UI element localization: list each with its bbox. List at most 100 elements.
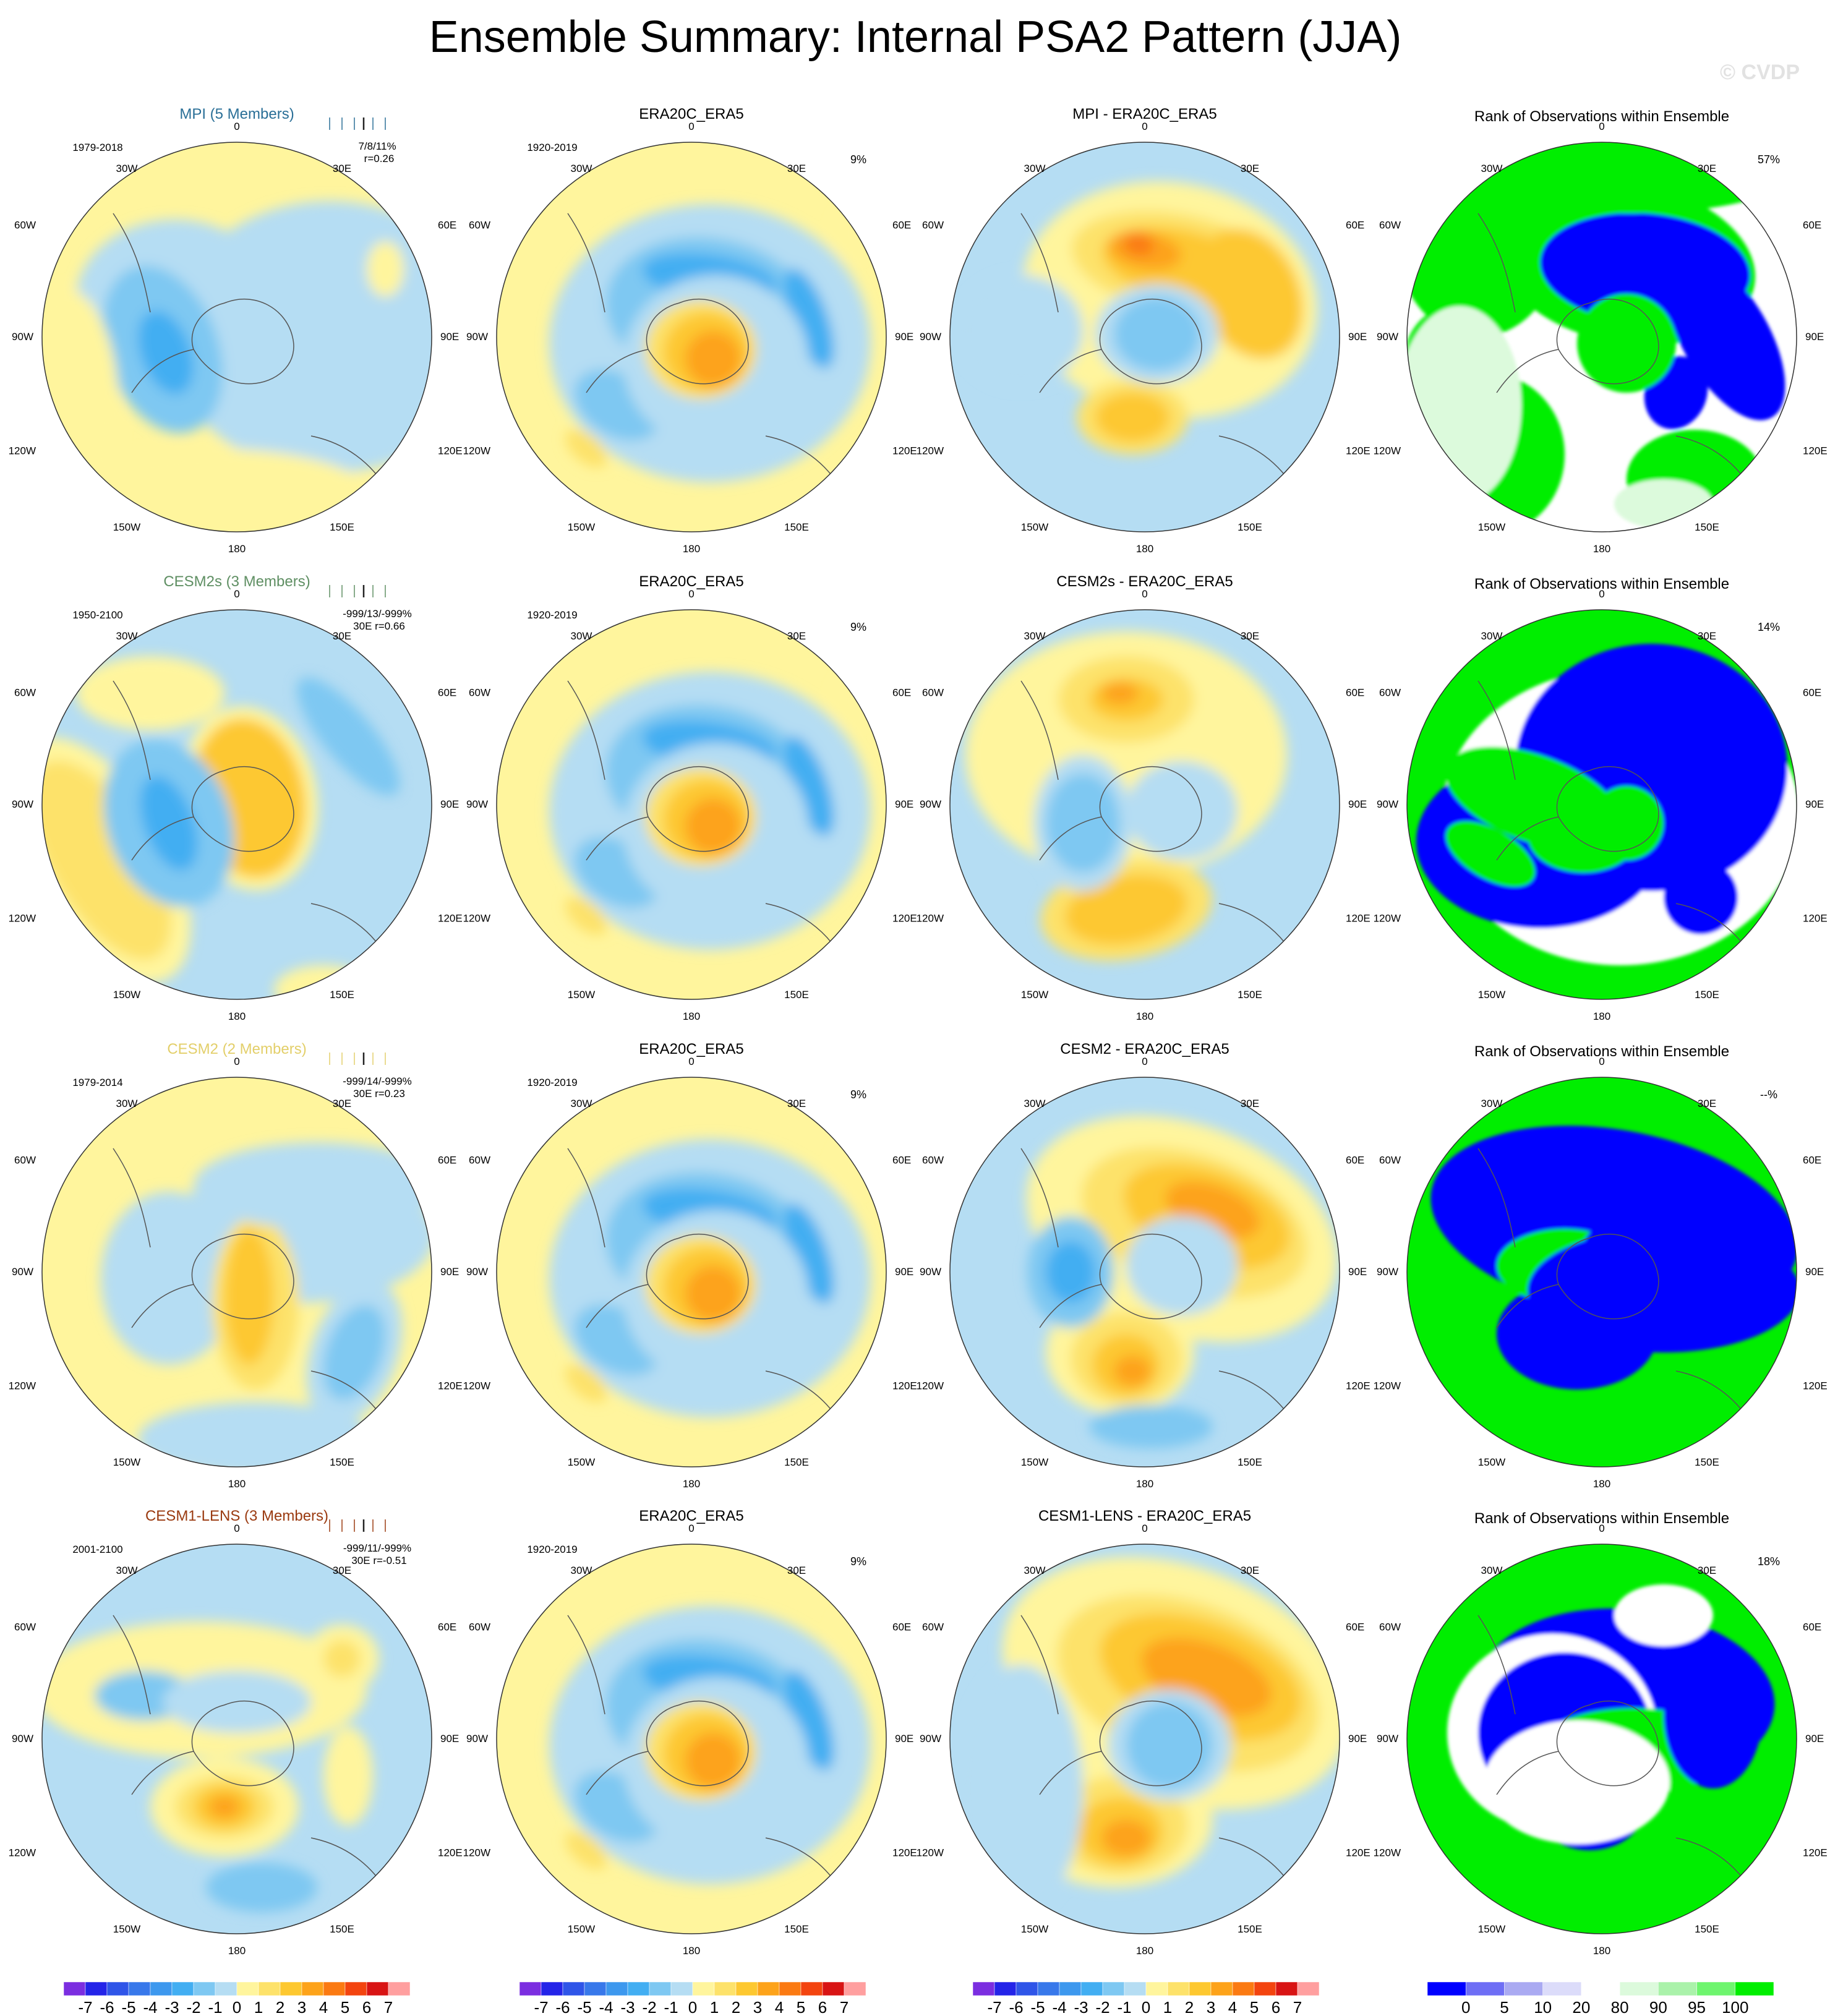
colorbar-label: -2: [186, 1998, 200, 2016]
colorbar-swatch: [1542, 1981, 1582, 1996]
map-border: [496, 1544, 887, 1934]
field: [497, 142, 886, 532]
map-border: [949, 609, 1340, 1000]
panel-observations: 0 180 30E 60E 90E 120E 150E 30W 60W 90W 120W 150W ER…: [463, 1508, 917, 1957]
lon-label-l90w: 90W: [920, 331, 941, 343]
south-america-coastline: [113, 1615, 151, 1715]
colorbar-label: -4: [1052, 1998, 1066, 2016]
contour-region: [194, 1142, 432, 1229]
south-america-coastline: [567, 680, 605, 780]
lon-label-l60w: 60W: [922, 1155, 944, 1166]
lon-label-r90e: 90E: [1348, 798, 1367, 810]
colorbar-swatch: [649, 1981, 672, 1996]
lon-label-l150w: 150W: [568, 1923, 595, 1935]
antarctica-coastline: [191, 1233, 294, 1320]
colorbar-swatch: [1037, 1981, 1060, 1996]
colorbar-swatch: [519, 1981, 542, 1996]
colorbar-label: -5: [121, 1998, 135, 2016]
model-stats: -999/13/-999%: [343, 608, 412, 620]
lon-label-top: 0: [688, 1056, 694, 1067]
colorbar-label: 0: [1461, 1998, 1470, 2016]
lon-label-l60w: 60W: [1379, 687, 1401, 699]
lon-label-l120w: 120W: [463, 1380, 490, 1392]
colorbar-swatch: [85, 1981, 108, 1996]
colorbar-label: 0: [1142, 1998, 1150, 2016]
model-title: CESM2 (2 Members): [167, 1041, 306, 1057]
contour-region: [51, 448, 373, 532]
lon-label-top: 0: [1142, 121, 1147, 132]
peninsula-coastline: [131, 1751, 194, 1795]
map-border: [949, 1077, 1340, 1467]
colorbar-swatch: [1297, 1981, 1320, 1996]
contour-region: [209, 1796, 240, 1818]
lon-label-l120w: 120W: [917, 1847, 944, 1859]
south-america-coastline: [1020, 680, 1059, 780]
lon-label-r60e: 60E: [438, 220, 456, 231]
lon-label-r120e: 120E: [892, 445, 917, 457]
lon-label-r30e: 30E: [333, 163, 351, 174]
obs-percent: 9%: [850, 621, 866, 633]
lon-label-l90w: 90W: [466, 331, 488, 343]
colorbar-label: 1: [710, 1998, 719, 2016]
ensemble-rank-ticks: [329, 117, 386, 130]
lon-label-top: 0: [234, 121, 239, 132]
peninsula-coastline: [1496, 1284, 1559, 1328]
lon-label-l150w: 150W: [113, 1456, 140, 1468]
contour-region: [169, 201, 432, 473]
colorbar-swatch: [670, 1981, 693, 1996]
peninsula-coastline: [1039, 349, 1102, 393]
lon-label-r90e: 90E: [1348, 331, 1367, 343]
lon-label-r120e: 120E: [1803, 1847, 1828, 1859]
contour-region: [224, 1229, 274, 1365]
colorbar-swatch: [171, 1981, 194, 1996]
lon-label-l150w: 150W: [113, 521, 140, 533]
lon-label-l60w: 60W: [14, 1155, 36, 1166]
colorbar-swatch: [1504, 1981, 1543, 1996]
lon-label-l60w: 60W: [1379, 1621, 1401, 1633]
contour-region: [1664, 860, 1738, 934]
lon-label-top: 0: [688, 1523, 694, 1534]
rank-percent: 57%: [1758, 153, 1780, 166]
lon-label-l120w: 120W: [1374, 1847, 1401, 1859]
colorbar-swatch: [128, 1981, 151, 1996]
panel-observations: 0 180 30E 60E 90E 120E 150E 30W 60W 90W 120W 150W ER…: [463, 573, 917, 1022]
lon-label-r60e: 60E: [892, 1621, 911, 1633]
lon-label-l150w: 150W: [1021, 1923, 1048, 1935]
lon-label-bottom: 180: [683, 1478, 700, 1490]
colorbar-label: -3: [1074, 1998, 1088, 2016]
south-america-coastline: [1020, 213, 1059, 313]
contour-region: [685, 331, 741, 387]
colorbar-swatch: [344, 1981, 367, 1996]
colorbar-label: 7: [384, 1998, 393, 2016]
colorbar-swatch: [366, 1981, 389, 1996]
field: [42, 1077, 432, 1467]
panel-difference: 0 180 30E 60E 90E 120E 150E 30W 60W 90W 120W 150W CE…: [917, 573, 1370, 1022]
lon-label-l30w: 30W: [571, 1565, 592, 1576]
contour-region: [1196, 228, 1304, 359]
contour-region: [101, 1192, 237, 1365]
field: [42, 1544, 432, 1934]
lon-label-l60w: 60W: [1379, 1155, 1401, 1166]
south-america-coastline: [1477, 1615, 1516, 1715]
panel-rank: 0 180 30E 60E 90E 120E 150E 30W 60W 90W 120W 150W Ra…: [1374, 1510, 1828, 1957]
lon-label-r150e: 150E: [1695, 1456, 1719, 1468]
colorbar-swatch: [757, 1981, 780, 1996]
model-period: 2001-2100: [72, 1544, 122, 1555]
colorbar-label: 5: [1250, 1998, 1259, 2016]
field: [42, 610, 432, 999]
lon-label-r150e: 150E: [784, 1456, 809, 1468]
colorbar-label: 80: [1611, 1998, 1629, 2016]
lon-label-l150w: 150W: [568, 1456, 595, 1468]
obs-title: ERA20C_ERA5: [639, 1041, 743, 1057]
lon-label-l30w: 30W: [116, 1098, 138, 1109]
lon-label-r90e: 90E: [440, 798, 459, 810]
lon-label-r90e: 90E: [1348, 1266, 1367, 1278]
field: [1407, 142, 1797, 532]
lon-label-l30w: 30W: [1024, 1098, 1046, 1109]
lon-label-l90w: 90W: [920, 1733, 941, 1745]
colorbar-row: -7-6-5-4-3-2-101234567hPa-7-6-5-4-3-2-10…: [63, 1981, 1774, 2016]
lon-label-r60e: 60E: [892, 687, 911, 699]
lon-label-bottom: 180: [1593, 1945, 1610, 1957]
colorbar-label: -2: [642, 1998, 656, 2016]
lon-label-r60e: 60E: [1346, 220, 1364, 231]
